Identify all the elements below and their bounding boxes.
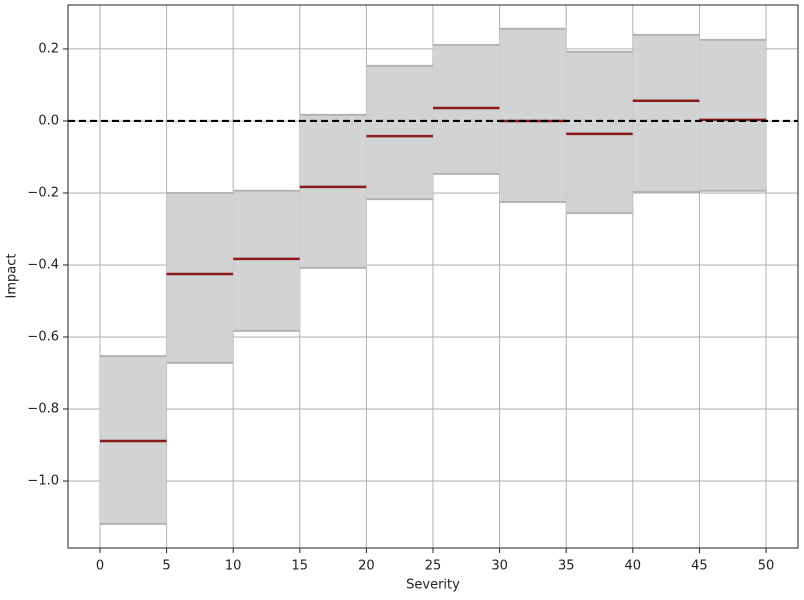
interval-box xyxy=(566,51,633,214)
x-tick-label: 25 xyxy=(425,559,442,574)
x-tick-label: 5 xyxy=(162,559,170,574)
x-tick-label: 15 xyxy=(292,559,309,574)
x-tick-label: 30 xyxy=(491,559,508,574)
interval-box xyxy=(299,114,367,268)
interval-box xyxy=(433,44,500,174)
x-tick-label: 20 xyxy=(358,559,375,574)
x-axis-label: Severity xyxy=(406,578,460,593)
x-tick-label: 40 xyxy=(625,559,642,574)
y-tick-label: −0.6 xyxy=(27,329,59,344)
x-tick-label: 45 xyxy=(691,559,708,574)
x-tick-label: 35 xyxy=(558,559,575,574)
marks xyxy=(68,27,798,525)
interval-box xyxy=(166,192,234,363)
interval-box xyxy=(366,65,433,200)
y-tick-label: −0.2 xyxy=(27,185,59,200)
y-tick-label: −0.8 xyxy=(27,402,59,417)
x-tick-label: 0 xyxy=(96,559,104,574)
y-tick-label: −1.0 xyxy=(27,474,59,489)
y-tick-label: 0.2 xyxy=(38,41,59,56)
y-axis-label: Impact xyxy=(5,254,20,299)
interval-box xyxy=(699,39,767,191)
interval-box xyxy=(233,190,300,331)
y-tick-label: −0.4 xyxy=(27,257,59,272)
x-tick-label: 10 xyxy=(225,559,242,574)
x-tick-label: 50 xyxy=(758,559,775,574)
interval-box xyxy=(632,34,700,192)
interval-box xyxy=(499,28,567,202)
y-tick-label: 0.0 xyxy=(38,113,59,128)
